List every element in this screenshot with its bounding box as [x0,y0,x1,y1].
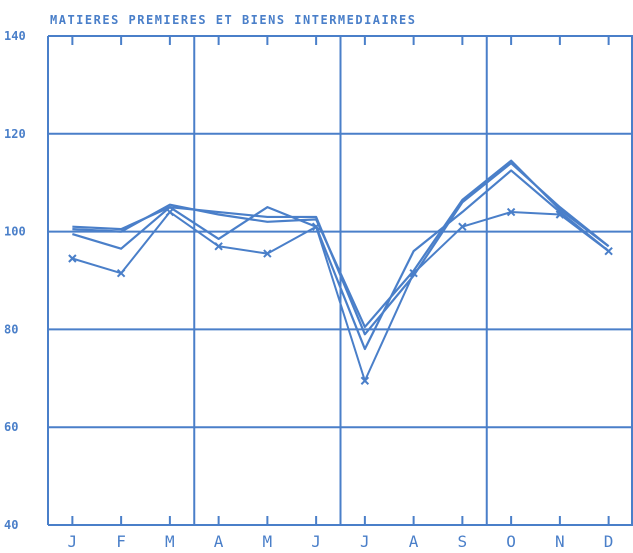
x-tick-label: A [409,532,419,551]
x-tick-label: F [116,532,126,551]
series-line-1 [72,211,610,382]
x-tick-label: O [506,532,516,551]
series-line-4 [72,162,610,336]
data-point-marker [360,376,370,385]
chart-title: MATIERES PREMIERES ET BIENS INTERMEDIAIR… [50,13,416,27]
y-tick-label: 140 [4,29,26,43]
data-point-marker [116,268,126,278]
x-tick-label: J [311,532,321,551]
x-tick-label: S [458,532,468,551]
y-tick-label: 120 [4,127,26,141]
y-tick-label: 40 [4,518,18,532]
x-tick-label: M [263,532,273,551]
data-point-marker [214,242,223,251]
y-tick-label: 80 [4,322,18,336]
x-tick-label: M [165,532,175,551]
y-tick-label: 60 [4,420,18,434]
data-point-marker [458,222,467,231]
x-tick-label: J [360,532,370,551]
x-tick-label: N [555,532,565,551]
series-lines [68,159,613,385]
data-point-marker [68,254,77,263]
x-tick-label: A [214,532,224,551]
series-line-2 [72,169,610,351]
data-point-marker [263,249,272,258]
data-point-marker [506,207,516,217]
y-axis-ticks: 40 60 80 100 120 140 [4,29,26,532]
grid [47,35,633,526]
x-tick-label: D [604,532,614,551]
x-tick-label: J [68,532,78,551]
y-tick-label: 100 [4,225,26,239]
